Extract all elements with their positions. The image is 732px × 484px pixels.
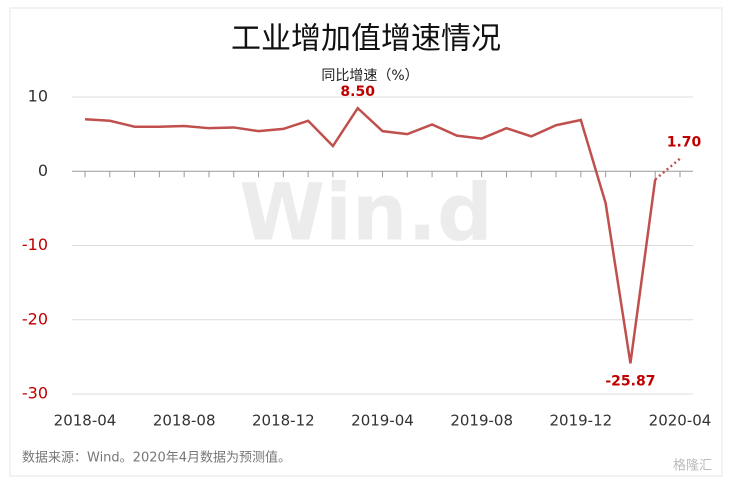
x-tick-label: 2019-12 xyxy=(549,412,612,430)
x-tick-label: 2018-04 xyxy=(54,412,117,430)
y-tick-label: -20 xyxy=(22,309,48,328)
y-tick-label: 10 xyxy=(28,87,48,106)
chart-title: 工业增加值增速情况 xyxy=(231,22,501,57)
line xyxy=(84,106,657,364)
subtitle: 同比增速（%） xyxy=(321,68,418,84)
forecast-line xyxy=(654,157,681,181)
logo: 格隆汇 xyxy=(673,458,712,474)
data-label: 1.70 xyxy=(667,135,702,151)
x-tick-label: 2018-12 xyxy=(252,412,315,430)
watermark: Win.d xyxy=(239,168,493,258)
x-tick-label: 2020-04 xyxy=(649,412,712,430)
y-tick-label: -30 xyxy=(22,384,48,403)
y-tick-label: -10 xyxy=(22,235,48,254)
frame xyxy=(9,7,723,477)
y-tick-label: 0 xyxy=(38,161,48,180)
note: 数据来源：Wind。2020年4月数据为预测值。 xyxy=(22,450,291,466)
data-label: -25.87 xyxy=(605,373,655,389)
x-tick-label: 2019-08 xyxy=(450,412,513,430)
x-tick-label: 2019-04 xyxy=(351,412,414,430)
x-tick-label: 2018-08 xyxy=(153,412,216,430)
data-label: 8.50 xyxy=(340,84,375,100)
